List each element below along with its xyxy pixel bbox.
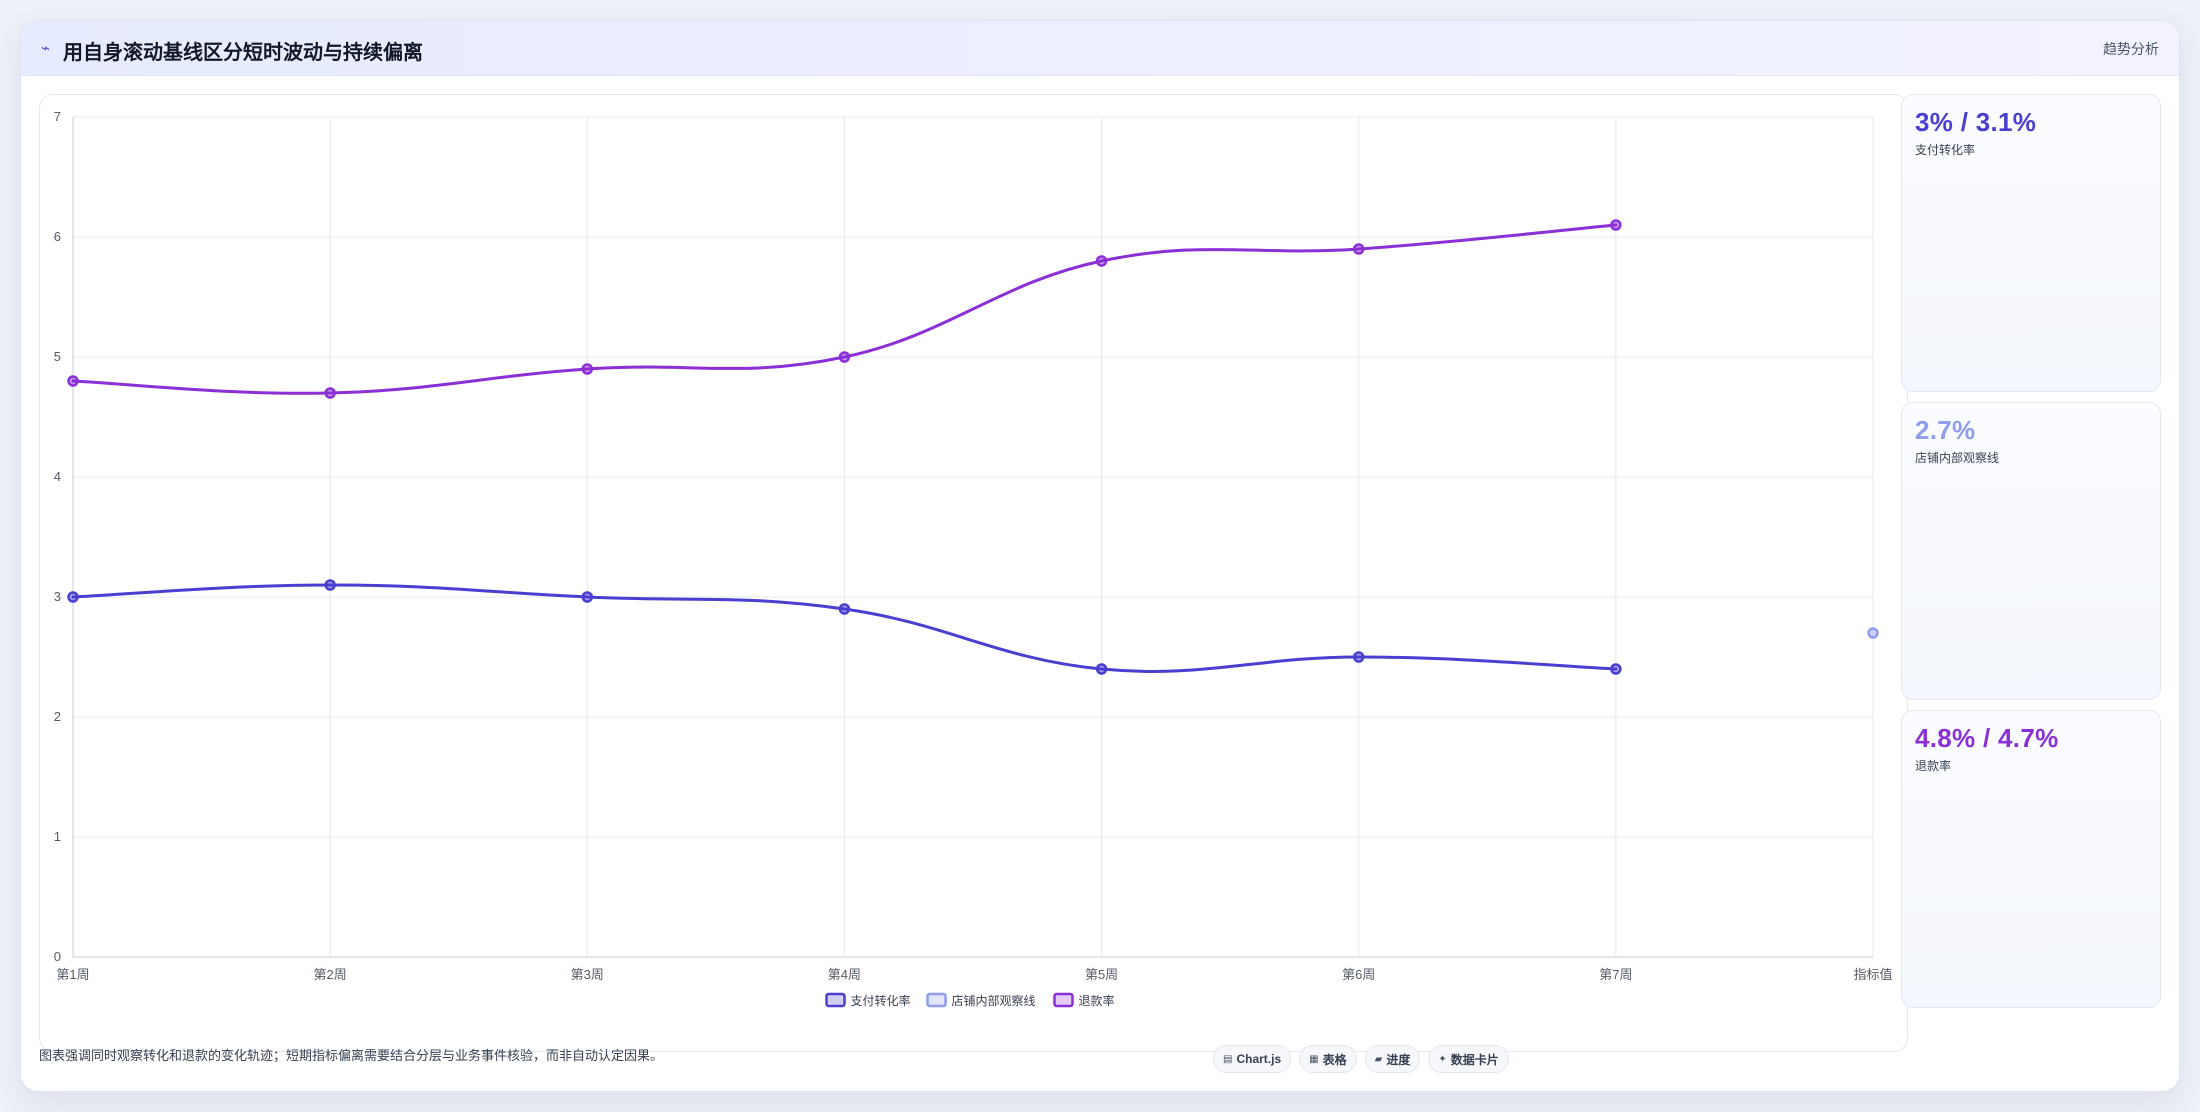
- metric-label: 退款率: [1915, 759, 1952, 773]
- chip-progress[interactable]: ▰ 进度: [1364, 1045, 1421, 1073]
- y-tick-label: 0: [54, 949, 61, 964]
- chip-data-card[interactable]: ✦ 数据卡片: [1428, 1045, 1509, 1073]
- footer-note: 图表强调同时观察转化和退款的变化轨迹；短期指标偏离需要结合分层与业务事件核验，而…: [39, 1048, 664, 1063]
- card-header: ⌁ 用自身滚动基线区分短时波动与持续偏离 趋势分析: [21, 21, 2179, 76]
- data-point: [1610, 663, 1622, 675]
- feature-chips: ▤ Chart.js ▦ 表格 ▰ 进度 ✦ 数据卡片: [1213, 1045, 1509, 1073]
- data-point: [838, 603, 851, 615]
- y-tick-label: 5: [54, 349, 61, 364]
- legend-swatch: [1053, 992, 1074, 1008]
- data-point: [1095, 663, 1108, 675]
- chip-label: Chart.js: [1236, 1052, 1282, 1066]
- trend-line-icon: ⌁: [41, 40, 51, 57]
- series-line-1: [71, 583, 1618, 673]
- legend-label: 支付转化率: [851, 993, 911, 1008]
- sparkle-icon: ✦: [1438, 1053, 1447, 1065]
- x-tick-label: 第2周: [314, 967, 347, 982]
- data-point: [324, 387, 336, 399]
- x-tick-label: 第4周: [828, 967, 861, 982]
- data-point: [581, 591, 594, 603]
- metric-value: 2.7%: [1915, 415, 1976, 445]
- chart-panel: 0 1 2 3 4 5 6 7 第1周 第2周 第3周 第4周 第5周 第6周 第7周 指标值支付转化率 店铺内…: [39, 94, 1908, 1052]
- x-tick-label: 第3周: [571, 967, 604, 982]
- data-point: [1095, 255, 1108, 267]
- data-point: [67, 591, 79, 603]
- chip-label: 进度: [1386, 1052, 1411, 1067]
- series-line-3: [71, 223, 1618, 395]
- metric-label: 店铺内部观察线: [1915, 451, 2000, 465]
- legend-swatch: [825, 992, 846, 1008]
- data-point: [324, 579, 336, 591]
- data-point: [838, 351, 851, 363]
- y-tick-label: 2: [54, 709, 61, 724]
- data-point: [581, 363, 594, 375]
- metric-card-conversion: 3% / 3.1% 支付转化率: [1901, 94, 2161, 392]
- data-point: [1352, 243, 1365, 255]
- x-tick-label: 第7周: [1599, 967, 1632, 982]
- trend-card: ⌁ 用自身滚动基线区分短时波动与持续偏离 趋势分析 0 1 2 3 4 5 6 7 第1周 第2周…: [20, 20, 2180, 1092]
- progress-icon: ▰: [1374, 1053, 1383, 1065]
- x-tick-label: 第1周: [56, 967, 89, 982]
- chip-chartjs[interactable]: ▤ Chart.js: [1213, 1045, 1292, 1073]
- chip-label: 数据卡片: [1450, 1052, 1499, 1067]
- y-tick-label: 1: [54, 829, 61, 844]
- legend-item: 退款率: [1053, 992, 1115, 1008]
- legend-item: 店铺内部观察线: [926, 992, 1036, 1008]
- table-icon: ▦: [1309, 1053, 1319, 1065]
- metric-value: 4.8% / 4.7%: [1915, 723, 2059, 753]
- x-tick-label: 第5周: [1085, 967, 1118, 982]
- section-tag: 趋势分析: [2103, 41, 2159, 57]
- x-tick-label: 指标值: [1853, 967, 1892, 982]
- legend-label: 店铺内部观察线: [952, 993, 1036, 1008]
- metric-value: 3% / 3.1%: [1915, 107, 2037, 137]
- y-tick-label: 6: [54, 229, 61, 244]
- data-point: [67, 375, 79, 387]
- metric-card-baseline: 2.7% 店铺内部观察线: [1901, 402, 2161, 700]
- page-title: 用自身滚动基线区分短时波动与持续偏离: [63, 42, 423, 64]
- x-tick-label: 第6周: [1342, 967, 1375, 982]
- metric-label: 支付转化率: [1915, 143, 1976, 157]
- y-tick-label: 3: [54, 589, 61, 604]
- chip-label: 表格: [1322, 1052, 1347, 1067]
- metric-card-refund: 4.8% / 4.7% 退款率: [1901, 710, 2161, 1008]
- chip-table[interactable]: ▦ 表格: [1299, 1045, 1357, 1073]
- y-tick-label: 4: [54, 469, 61, 484]
- data-point: [1352, 651, 1365, 663]
- y-tick-label: 7: [54, 109, 61, 124]
- legend-swatch: [926, 992, 947, 1008]
- legend-label: 退款率: [1079, 993, 1115, 1008]
- chart-icon: ▤: [1223, 1053, 1233, 1065]
- data-point: [1610, 219, 1622, 231]
- legend-item: 支付转化率: [825, 992, 911, 1008]
- data-point: [1867, 627, 1879, 639]
